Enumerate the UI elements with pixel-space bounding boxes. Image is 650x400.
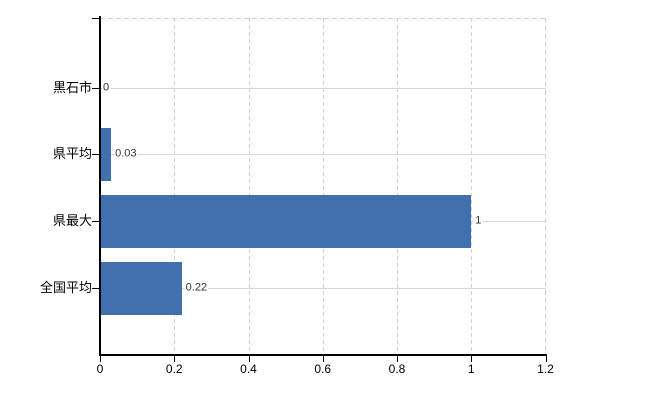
horizontal-gridline	[100, 154, 546, 156]
bar-県最大	[100, 194, 472, 248]
vertical-gridline	[322, 18, 324, 355]
y-axis-tick	[92, 288, 100, 290]
x-axis-tick	[100, 356, 101, 362]
data-label: 1	[474, 214, 483, 228]
data-label: 0	[102, 81, 111, 94]
category-label-黒石市: 黒石市	[52, 79, 92, 95]
x-axis-tick-label: 1.2	[537, 362, 554, 376]
x-axis-tick-label: 0.4	[240, 362, 257, 376]
x-axis-tick-label: 1	[467, 362, 475, 376]
horizontal-gridline	[100, 288, 546, 290]
bar-全国平均	[100, 261, 182, 315]
x-axis-tick	[248, 356, 250, 362]
y-axis-tick	[92, 87, 100, 89]
y-axis-tick	[92, 154, 100, 156]
x-axis-tick	[322, 356, 324, 362]
x-axis-tick	[545, 356, 547, 362]
data-label: 0.22	[184, 281, 209, 295]
x-axis-tick	[174, 356, 176, 362]
category-label-全国平均: 全国平均	[39, 280, 92, 296]
category-label-県最大: 県最大	[52, 213, 92, 229]
y-axis-line	[98, 16, 101, 356]
data-label: 0.03	[114, 147, 138, 161]
x-axis-tick	[397, 356, 398, 362]
vertical-gridline	[248, 18, 250, 355]
vertical-gridline	[471, 18, 473, 355]
plot-border-right	[544, 18, 546, 355]
vertical-gridline	[397, 18, 398, 355]
x-axis-tick-label: 0.8	[388, 362, 406, 376]
x-axis-tick	[471, 356, 473, 362]
y-axis-end-tick	[92, 17, 100, 19]
plot-area: 0 0.03 1 0.22	[100, 18, 546, 355]
category-label-県平均: 県平均	[52, 146, 92, 162]
x-axis-tick-label: 0.6	[314, 362, 332, 376]
bar-県平均	[100, 127, 112, 181]
x-axis-line	[98, 354, 547, 356]
x-axis-tick-label: 0	[96, 362, 104, 376]
y-axis-tick	[92, 221, 100, 223]
x-axis-tick-label: 0.2	[165, 362, 183, 376]
vertical-gridline	[174, 18, 176, 355]
horizontal-gridline	[100, 87, 546, 89]
